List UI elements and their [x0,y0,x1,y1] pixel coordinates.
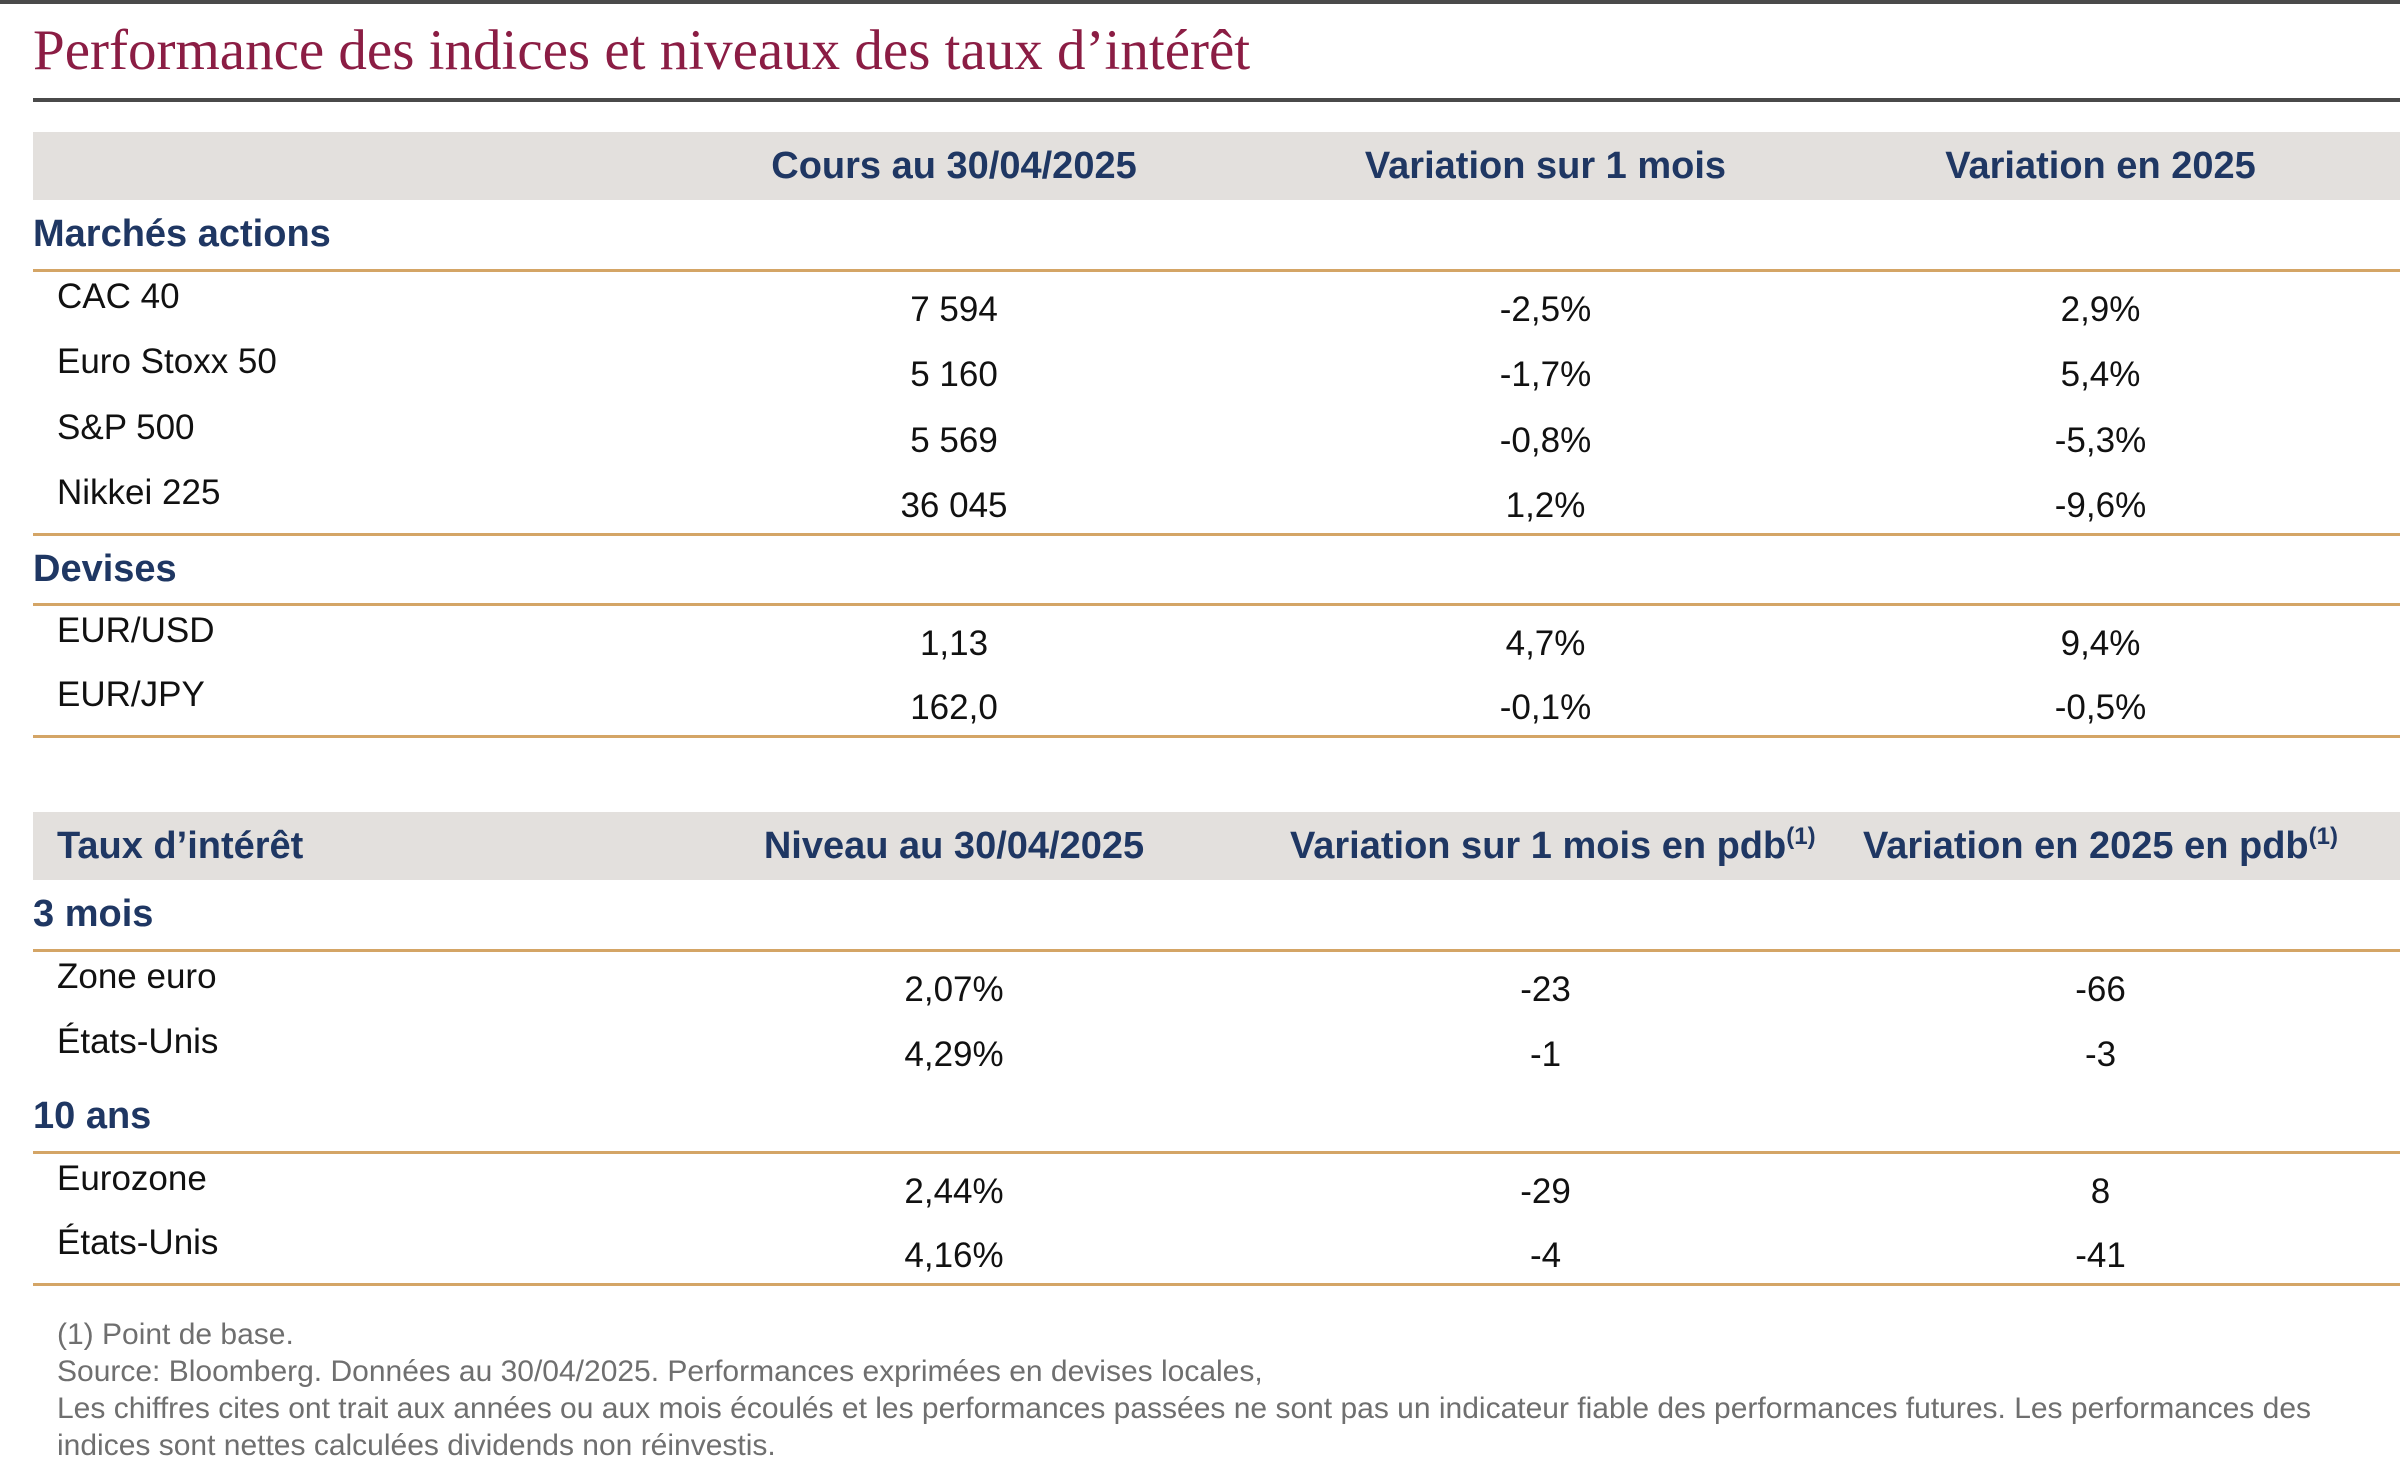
row-label: Nikkei 225 [33,468,618,536]
indices-table: Cours au 30/04/2025 Variation sur 1 mois… [33,132,2400,738]
cell-value: -9,6% [1801,468,2400,536]
footnote-marker: (1) [2308,822,2338,850]
section-marches-actions: Marchés actions [33,200,2400,272]
cell-value: -3 [2084,1035,2117,1074]
cell-value: 2,9% [2060,289,2141,329]
row-label: S&P 500 [57,408,195,447]
header-variation-1-mois-pdb: Variation sur 1 mois en pdb(1) [1290,812,1816,880]
cell-value: -0,8% [1499,421,1592,460]
header-variation-2025: Variation en 2025 [1945,144,2256,187]
page-title: Performance des indices et niveaux des t… [33,19,1251,82]
header-variation-1-mois-pdb-label: Variation sur 1 mois en pdb [1290,824,1787,867]
cell-value: 1,2% [1290,468,1801,536]
cell-value: -23 [1520,969,1571,1009]
section-3-mois: 3 mois [33,880,2400,952]
cell-value: 4,7% [1505,623,1586,663]
cell-value: 162,0 [618,670,1290,738]
indices-header-row: Cours au 30/04/2025 Variation sur 1 mois… [33,132,2400,200]
row-label: Zone euro [57,956,217,996]
header-cours: Cours au 30/04/2025 [771,144,1137,187]
cell-value: -2,5% [1499,289,1592,329]
section-devises: Devises [33,534,2400,606]
cell-value: -41 [1801,1218,2400,1286]
header-taux-interet: Taux d’intérêt [57,824,304,867]
cell-value: 36 045 [618,468,1290,536]
cell-value: -0,5% [1801,670,2400,738]
cell-value: 9,4% [2060,623,2141,663]
header-variation-2025-pdb-label: Variation en 2025 en pdb [1863,824,2309,867]
footnote-disclaimer: Les chiffres cites ont trait aux années … [57,1392,2312,1462]
footnote-point-de-base: (1) Point de base. [57,1318,294,1351]
table-row: Euro Stoxx 50 5 160 -1,7% 5,4% [33,336,2400,402]
footnote-source: Source: Bloomberg. Données au 30/04/2025… [57,1355,1263,1388]
cell-value: -1,7% [1499,355,1592,394]
cell-value: 2,44% [904,1171,1004,1211]
table-row: S&P 500 5 569 -0,8% -5,3% [33,402,2400,468]
section-10-ans: 10 ans [33,1082,2400,1154]
cell-value: -0,1% [1290,670,1801,738]
table-row: EUR/USD 1,13 4,7% 9,4% [33,604,2400,670]
table-row: États-Unis 4,29% -1 -3 [33,1016,2400,1082]
cell-value: 4,29% [904,1035,1004,1074]
cell-value: -66 [2075,969,2126,1009]
rates-header-row: Taux d’intérêt Niveau au 30/04/2025 Vari… [33,812,2400,880]
section-row: Devises [33,534,2400,606]
table-row: CAC 40 7 594 -2,5% 2,9% [33,270,2400,336]
row-label: Euro Stoxx 50 [57,342,277,381]
section-row: 3 mois [33,880,2400,952]
section-row: Marchés actions [33,200,2400,272]
row-label: CAC 40 [57,276,180,316]
table-row: Eurozone 2,44% -29 8 [33,1152,2400,1218]
cell-value: -5,3% [2054,421,2147,460]
interest-rates-table: Taux d’intérêt Niveau au 30/04/2025 Vari… [33,812,2400,1286]
cell-value: 5,4% [2060,355,2141,394]
header-empty [33,132,618,200]
cell-value: 2,07% [904,969,1004,1009]
cell-value: 5 160 [910,355,998,394]
row-label: EUR/USD [57,610,215,650]
row-label: Eurozone [57,1158,207,1198]
section-row: 10 ans [33,1082,2400,1154]
table-row: Zone euro 2,07% -23 -66 [33,950,2400,1016]
row-label: États-Unis [57,1022,219,1061]
cell-value: -4 [1290,1218,1801,1286]
header-variation-2025-pdb: Variation en 2025 en pdb(1) [1801,812,2400,880]
footnotes: (1) Point de base. Source: Bloomberg. Do… [57,1316,2357,1464]
cell-value: 5 569 [910,421,998,460]
footnote-marker: (1) [1786,822,1816,850]
top-rule [0,0,2400,4]
cell-value: 4,16% [618,1218,1290,1286]
cell-value: 7 594 [910,289,998,329]
table-row: États-Unis 4,16% -4 -41 [33,1218,2400,1286]
cell-value: -29 [1520,1171,1571,1211]
row-label: États-Unis [33,1218,618,1286]
table-row: Nikkei 225 36 045 1,2% -9,6% [33,468,2400,536]
header-variation-1-mois: Variation sur 1 mois [1364,144,1727,187]
title-rule [33,98,2400,102]
cell-value: 8 [2090,1171,2111,1211]
cell-value: 1,13 [919,623,989,663]
cell-value: -1 [1529,1035,1562,1074]
row-label: EUR/JPY [33,670,618,738]
table-row: EUR/JPY 162,0 -0,1% -0,5% [33,670,2400,738]
header-niveau: Niveau au 30/04/2025 [763,824,1145,867]
